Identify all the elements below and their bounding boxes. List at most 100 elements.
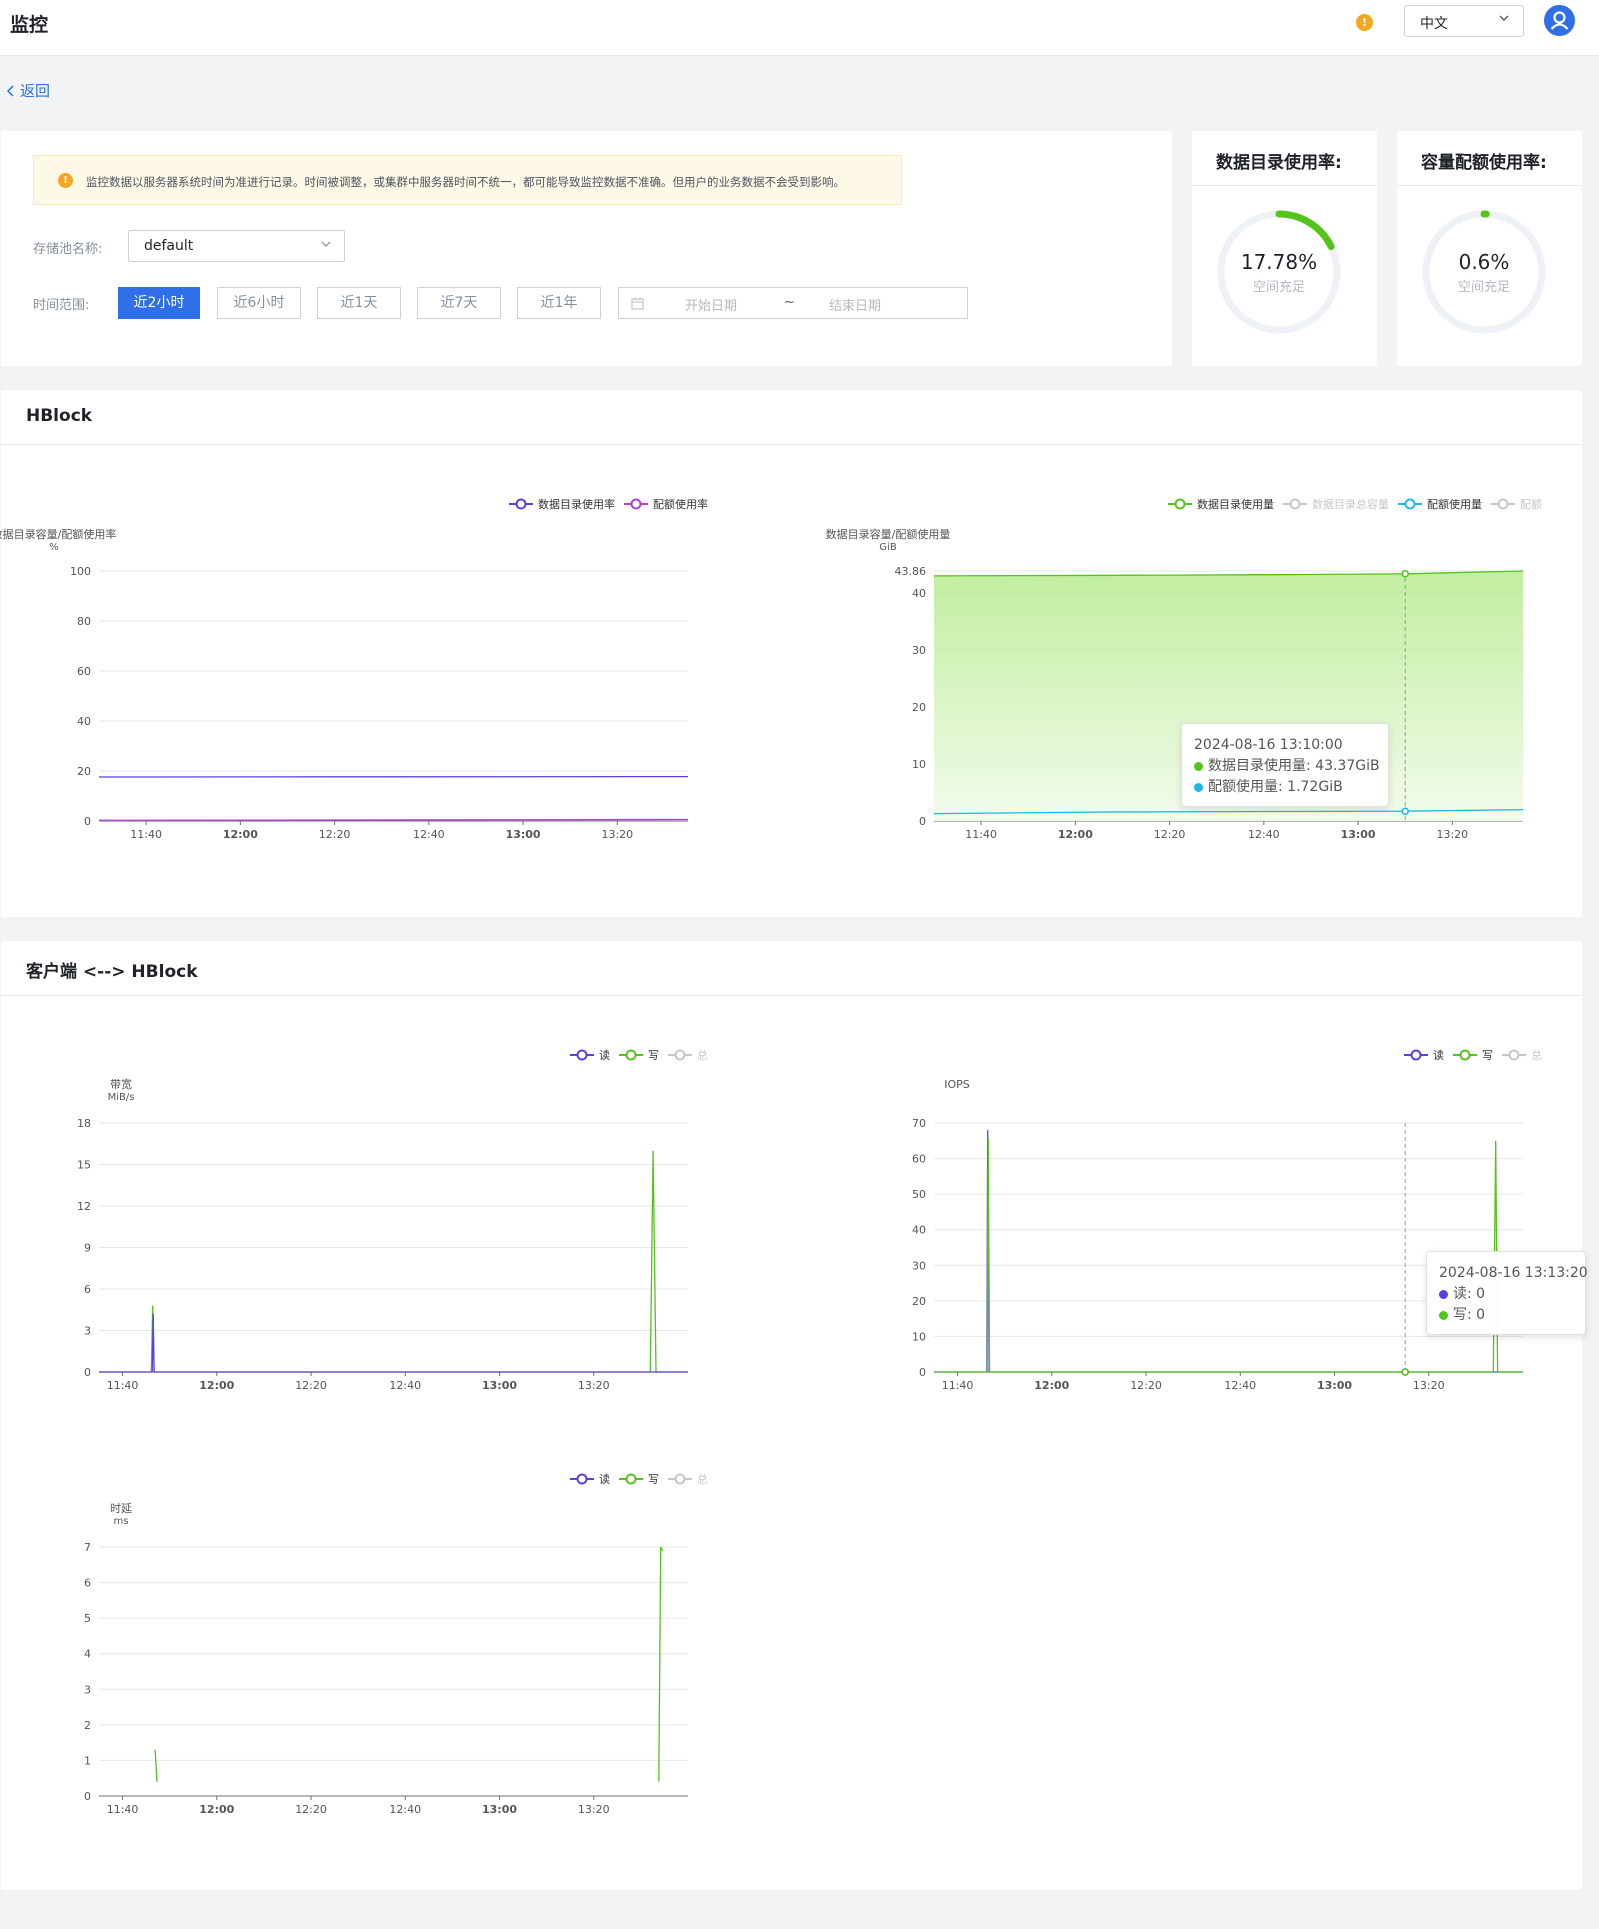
legend-label: 写 [1482, 1049, 1493, 1062]
y-tick-label: 30 [912, 644, 926, 657]
y-axis-label: 带宽 [110, 1077, 132, 1091]
legend-marker [1508, 1049, 1520, 1061]
divider [1, 995, 1581, 996]
series-line [99, 1150, 688, 1373]
legend-dot [1194, 761, 1203, 771]
y-tick-label: 40 [77, 715, 91, 728]
gauge-title-quota: 容量配额使用率: [1421, 153, 1547, 173]
x-tick-label: 11:40 [107, 1803, 139, 1816]
legend-label: 写 [648, 1473, 659, 1486]
legend-marker [674, 1049, 686, 1061]
language-select[interactable]: 中文 [1404, 5, 1524, 37]
time-option-6h[interactable]: 近6小时 [217, 287, 301, 319]
start-date-placeholder[interactable]: 开始日期 [685, 299, 738, 314]
series-line [933, 570, 1524, 577]
legend-marker [625, 1473, 637, 1485]
y-tick-label: 3 [84, 1325, 91, 1338]
legend-label: 读 [599, 1472, 610, 1486]
end-date-placeholder[interactable]: 结束日期 [829, 299, 882, 314]
y-tick-label: 30 [912, 1259, 926, 1272]
y-tick-label: 10 [912, 1330, 926, 1343]
legend-marker [1174, 498, 1186, 510]
y-tick-label: 40 [912, 1224, 926, 1237]
tooltip-row: 数据目录使用量: 43.37GiB [1194, 756, 1380, 777]
chevron-down-icon [321, 241, 331, 247]
notice-text: 监控数据以服务器系统时间为准进行记录。时间被调整，或集群中服务器时间不统一，都可… [86, 175, 845, 189]
x-tick-label: 13:00 [506, 828, 541, 841]
time-option-1y[interactable]: 近1年 [517, 287, 601, 319]
date-range-picker[interactable]: 开始日期 ~ 结束日期 [618, 287, 968, 319]
y-tick-label: 0 [919, 815, 926, 828]
x-tick-label: 11:40 [107, 1379, 139, 1392]
legend-marker [674, 1473, 686, 1485]
tooltip-iops: 2024-08-16 13:13:20 读: 0 写: 0 [1426, 1251, 1588, 1335]
legend-label: 总 [1531, 1048, 1542, 1062]
legend-label: 数据目录总容量 [1312, 497, 1389, 511]
legend-label: 总 [697, 1472, 708, 1486]
x-tick-label: 12:00 [223, 828, 258, 841]
user-avatar-icon[interactable] [1544, 5, 1575, 36]
legend-marker [1497, 498, 1509, 510]
x-tick-label: 11:40 [965, 828, 997, 841]
time-option-1d[interactable]: 近1天 [317, 287, 401, 319]
gauge-value-quota: 0.6% [1458, 250, 1510, 274]
gauge-ring-data [1217, 210, 1341, 334]
x-tick-label: 12:20 [295, 1803, 327, 1816]
y-axis-unit: MiB/s [108, 1092, 135, 1103]
y-tick-label: 18 [77, 1117, 91, 1130]
calendar-icon [631, 297, 644, 310]
legend-marker [1459, 1049, 1471, 1061]
client-iops-chart: 0 10 20 30 40 50 60 70 11:40 12:00 12:20 12:40 13:00… [912, 1048, 1542, 1392]
back-link[interactable]: 返回 [6, 80, 50, 101]
tooltip-label: 数据目录使用量: [1208, 758, 1311, 774]
legend-label: 读 [1433, 1048, 1444, 1062]
alert-icon[interactable]: ! [1356, 14, 1373, 31]
legend-dot [1439, 1310, 1448, 1320]
tooltip-time: 2024-08-16 13:13:20 [1439, 1265, 1588, 1281]
y-tick-label: 1 [84, 1754, 91, 1767]
y-tick-label: 80 [77, 615, 91, 628]
tooltip-value: 0 [1476, 1307, 1486, 1323]
tooltip-value: 0 [1476, 1286, 1486, 1302]
section-title-hblock: HBlock [26, 406, 93, 426]
x-tick-label: 13:00 [482, 1379, 517, 1392]
pool-select[interactable]: default [128, 230, 345, 262]
divider [1192, 185, 1377, 186]
y-axis-unit: GiB [879, 542, 897, 553]
x-tick-label: 13:00 [482, 1803, 517, 1816]
series-line [658, 1546, 664, 1782]
legend-label: 配额使用率 [653, 497, 708, 511]
y-tick-label: 43.86 [895, 565, 927, 578]
legend-marker [1404, 498, 1416, 510]
x-tick-label: 12:00 [199, 1379, 234, 1392]
x-tick-label: 12:20 [295, 1379, 327, 1392]
client-latency-chart: 0 1 2 3 4 5 6 7 11:40 12:00 12:20 12:40 13:00 13:20 时延… [84, 1472, 708, 1816]
chevron-left-icon [6, 85, 14, 97]
x-tick-label: 13:20 [1436, 828, 1468, 841]
y-tick-label: 6 [84, 1283, 91, 1296]
y-tick-label: 0 [919, 1366, 926, 1379]
series-line [154, 1749, 158, 1782]
tooltip-value: 43.37GiB [1315, 758, 1380, 774]
y-tick-label: 0 [84, 815, 91, 828]
x-tick-label: 11:40 [130, 828, 162, 841]
y-tick-label: 20 [912, 701, 926, 714]
y-tick-label: 20 [77, 765, 91, 778]
y-tick-label: 5 [84, 1612, 91, 1625]
x-tick-label: 12:00 [199, 1803, 234, 1816]
y-axis-label: IOPS [944, 1078, 970, 1091]
y-axis-label: 数据目录容量/配额使用率 [0, 527, 116, 541]
tooltip-row: 读: 0 [1439, 1284, 1573, 1305]
time-option-2h[interactable]: 近2小时 [118, 287, 200, 319]
series-line [933, 808, 1524, 815]
legend-marker [515, 498, 527, 510]
y-tick-label: 100 [70, 565, 91, 578]
x-tick-label: 12:00 [1034, 1379, 1069, 1392]
x-tick-label: 12:20 [319, 828, 351, 841]
pool-value: default [144, 238, 194, 254]
time-option-7d[interactable]: 近7天 [417, 287, 501, 319]
legend-dot [1439, 1289, 1448, 1299]
chevron-down-icon [1499, 15, 1509, 21]
tooltip-row: 配额使用量: 1.72GiB [1194, 777, 1376, 798]
divider [1, 444, 1581, 445]
